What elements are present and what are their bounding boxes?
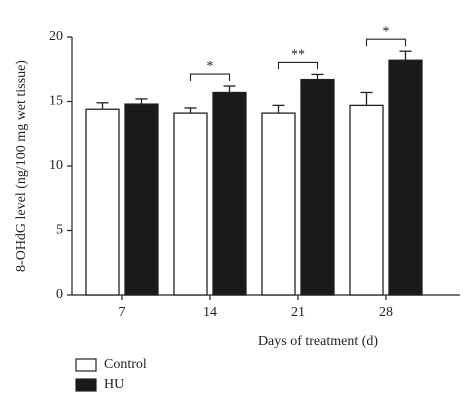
significance-label: * (207, 59, 214, 74)
y-tick-label: 10 (49, 158, 63, 173)
y-tick-label: 15 (49, 94, 63, 109)
legend-swatch (75, 358, 97, 372)
legend-swatch (75, 378, 97, 392)
bar (261, 112, 296, 296)
x-tick-label: 14 (203, 305, 217, 320)
bar (388, 59, 423, 296)
x-axis-label: Days of treatment (d) (258, 334, 378, 349)
significance-label: ** (291, 48, 305, 63)
y-tick-label: 20 (49, 29, 63, 44)
bar (173, 112, 208, 296)
x-tick-label: 21 (291, 305, 305, 320)
bar (300, 78, 335, 296)
significance-bracket (365, 38, 407, 47)
x-tick-label: 7 (119, 305, 126, 320)
legend-label: HU (104, 377, 124, 392)
y-axis-label: 8-OHdG level (ng/100 mg wet tissue) (14, 60, 29, 272)
significance-bracket (189, 73, 231, 82)
legend-label: Control (104, 357, 147, 372)
bar (85, 108, 120, 296)
bar (124, 103, 159, 296)
x-tick-label: 28 (379, 305, 393, 320)
significance-bracket (277, 61, 319, 70)
y-tick-label: 5 (56, 223, 63, 238)
bar (349, 104, 384, 296)
significance-label: * (383, 24, 390, 39)
y-tick-label: 0 (56, 287, 63, 302)
bar (212, 91, 247, 296)
